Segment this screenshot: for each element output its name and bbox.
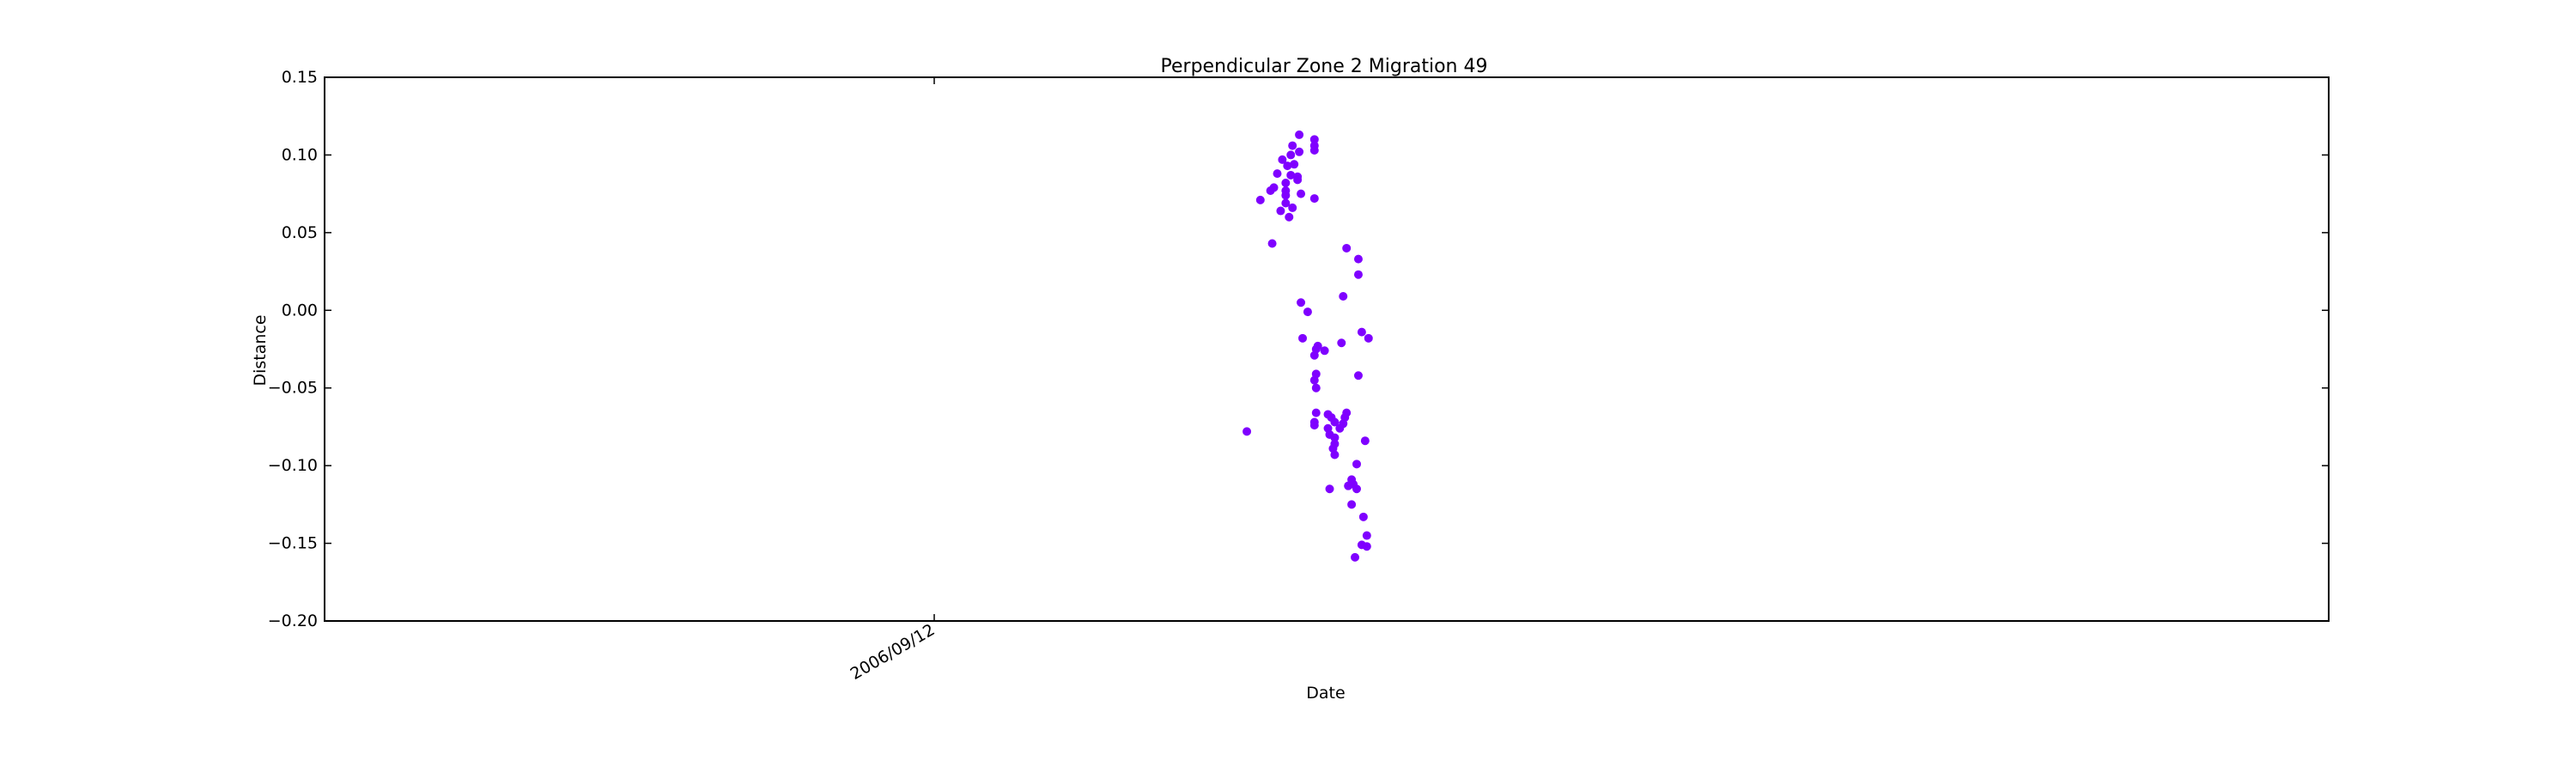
data-point	[1353, 254, 1363, 264]
data-point	[1295, 147, 1304, 156]
x-axis-label: Date	[1306, 684, 1345, 703]
y-axis-ticks: 0.15 0.10 0.05 0.00 −0.05 −0.10 −0.15 −0.20	[268, 68, 2329, 630]
data-point	[1267, 239, 1277, 248]
data-point	[1352, 460, 1361, 469]
data-point	[1352, 484, 1361, 494]
data-point	[1269, 183, 1279, 192]
y-tick-label: 0.05	[282, 223, 318, 242]
y-tick-label: −0.15	[268, 534, 318, 553]
data-point	[1325, 484, 1334, 494]
data-point	[1337, 338, 1346, 348]
data-point	[1309, 375, 1319, 385]
data-point	[1320, 346, 1329, 356]
data-point	[1295, 130, 1304, 139]
data-point	[1335, 423, 1345, 433]
data-points	[1242, 130, 1373, 562]
plot-area-frame	[324, 76, 2330, 622]
data-point	[1330, 417, 1340, 427]
data-point	[1309, 146, 1319, 155]
data-point	[1298, 333, 1308, 343]
data-point	[1311, 408, 1321, 417]
data-point	[1330, 450, 1340, 460]
y-tick-label: 0.00	[282, 301, 318, 320]
data-point	[1297, 298, 1306, 307]
data-point	[1309, 194, 1319, 204]
data-point	[1357, 327, 1366, 337]
data-point	[1309, 421, 1319, 430]
data-point	[1290, 160, 1299, 169]
data-point	[1362, 542, 1371, 551]
data-point	[1303, 307, 1312, 317]
data-point	[1288, 141, 1297, 150]
chart-title: Perpendicular Zone 2 Migration 49	[1161, 56, 1488, 77]
data-point	[1255, 195, 1265, 204]
data-point	[1288, 203, 1297, 212]
y-axis-label: Distance	[251, 314, 270, 386]
y-tick-label: −0.10	[268, 456, 318, 475]
data-point	[1358, 512, 1368, 521]
x-axis-ticks: 2006/09/12	[848, 77, 939, 684]
data-point	[1278, 155, 1287, 164]
data-point	[1353, 371, 1363, 380]
data-point	[1281, 198, 1291, 208]
data-point	[1339, 292, 1348, 301]
data-point	[1323, 410, 1333, 419]
data-point	[1293, 175, 1303, 185]
data-point	[1360, 436, 1370, 446]
data-point	[1362, 531, 1371, 540]
data-point	[1281, 191, 1291, 200]
y-tick-label: −0.05	[268, 379, 318, 398]
data-point	[1342, 243, 1352, 253]
data-point	[1309, 350, 1319, 360]
y-tick-label: −0.20	[268, 612, 318, 630]
data-point	[1281, 178, 1291, 187]
data-point	[1285, 212, 1294, 222]
x-tick-label: 2006/09/12	[848, 620, 939, 684]
data-point	[1276, 206, 1285, 216]
data-point	[1311, 383, 1321, 393]
data-point	[1353, 270, 1363, 279]
data-point	[1347, 500, 1357, 509]
y-tick-label: 0.10	[282, 145, 318, 164]
data-point	[1273, 169, 1282, 179]
data-point	[1242, 427, 1252, 436]
y-tick-label: 0.15	[282, 68, 318, 87]
data-point	[1364, 333, 1373, 343]
data-point	[1351, 552, 1360, 562]
data-point	[1286, 150, 1296, 160]
data-point	[1297, 189, 1306, 198]
